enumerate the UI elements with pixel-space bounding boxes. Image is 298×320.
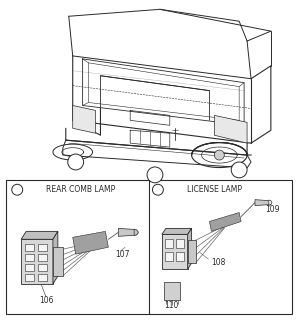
Circle shape (12, 184, 23, 195)
Polygon shape (53, 231, 58, 284)
Polygon shape (176, 239, 184, 248)
Text: 107: 107 (115, 250, 130, 259)
Polygon shape (38, 244, 47, 251)
Polygon shape (53, 247, 63, 276)
Polygon shape (164, 282, 180, 300)
Circle shape (68, 154, 84, 170)
Bar (6, 180, 292, 314)
Polygon shape (214, 116, 247, 143)
Polygon shape (162, 234, 188, 269)
Circle shape (231, 162, 247, 178)
Text: REAR COMB LAMP: REAR COMB LAMP (46, 185, 115, 194)
Polygon shape (134, 229, 138, 235)
Polygon shape (21, 231, 58, 239)
Polygon shape (38, 274, 47, 281)
Text: F: F (156, 187, 160, 193)
Polygon shape (25, 274, 34, 281)
Polygon shape (38, 264, 47, 271)
Text: LICENSE LAMP: LICENSE LAMP (187, 185, 242, 194)
Text: 110: 110 (164, 301, 179, 310)
Polygon shape (162, 228, 192, 234)
Text: F: F (237, 165, 241, 174)
Text: 108: 108 (211, 258, 226, 267)
Circle shape (147, 167, 163, 183)
Polygon shape (25, 244, 34, 251)
Polygon shape (188, 228, 192, 269)
Polygon shape (188, 240, 195, 263)
Polygon shape (165, 239, 173, 248)
Polygon shape (255, 200, 269, 206)
Circle shape (214, 150, 224, 160)
Polygon shape (25, 264, 34, 271)
Polygon shape (118, 228, 134, 236)
Text: 109: 109 (265, 205, 280, 214)
Text: F: F (153, 170, 157, 180)
Polygon shape (165, 252, 173, 261)
Polygon shape (38, 254, 47, 261)
Text: E: E (73, 157, 78, 166)
Polygon shape (73, 231, 108, 254)
Text: 106: 106 (39, 296, 53, 305)
Polygon shape (176, 252, 184, 261)
Polygon shape (25, 254, 34, 261)
Circle shape (153, 184, 163, 195)
Text: E: E (15, 187, 19, 193)
Polygon shape (209, 212, 241, 231)
Polygon shape (73, 106, 95, 133)
Polygon shape (21, 239, 53, 284)
